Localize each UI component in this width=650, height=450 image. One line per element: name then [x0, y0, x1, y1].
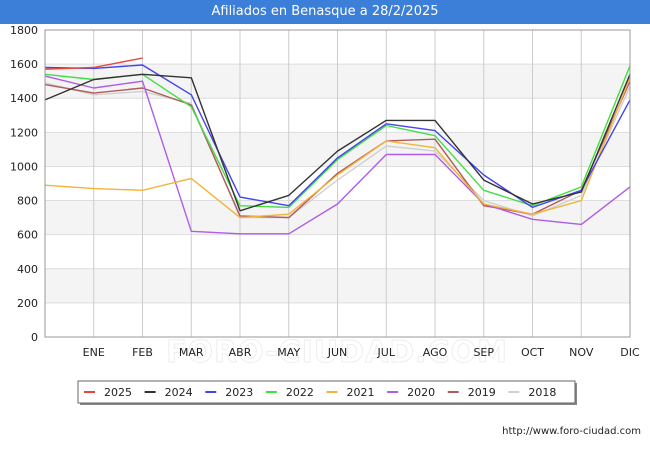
y-axis-ticks: 0 200 400 600 800 1000 1200 1400 1600 1800: [10, 24, 38, 344]
series-line-2023: [44, 64, 631, 209]
series-line-2024: [44, 73, 631, 212]
chart-title: Afiliados en Benasque a 28/2/2025: [0, 0, 650, 24]
x-tick-label: MAR: [179, 346, 204, 359]
legend-label-2024: 2024: [165, 386, 193, 399]
y-tick-label: 1200: [10, 126, 38, 139]
x-tick-label: JUN: [327, 346, 348, 359]
legend-label-2019: 2019: [468, 386, 496, 399]
x-tick-label: NOV: [569, 346, 594, 359]
series-line-2018: [44, 82, 631, 219]
series-lines: [44, 57, 631, 235]
x-tick-label: AGO: [423, 346, 448, 359]
legend-label-2022: 2022: [286, 386, 314, 399]
legend-label-2025: 2025: [104, 386, 132, 399]
legend-label-2018: 2018: [528, 386, 556, 399]
x-axis-ticks: ENE FEB MAR ABR MAY JUN JUL AGO SEP OCT NOV DIC: [83, 346, 640, 359]
x-tick-label: ABR: [229, 346, 252, 359]
y-tick-label: 1400: [10, 92, 38, 105]
x-tick-label: OCT: [521, 346, 544, 359]
legend-label-2023: 2023: [225, 386, 253, 399]
legend-label-2021: 2021: [347, 386, 375, 399]
series-line-2020: [44, 75, 631, 235]
y-tick-label: 600: [17, 229, 38, 242]
source-credit: http://www.foro-ciudad.com: [502, 426, 641, 437]
x-tick-label: DIC: [620, 346, 640, 359]
plot-border: [44, 29, 631, 338]
legend-label-2020: 2020: [407, 386, 435, 399]
y-tick-label: 200: [17, 297, 38, 310]
y-tick-label: 1600: [10, 58, 38, 71]
series-line-2025: [44, 57, 143, 70]
x-tick-label: FEB: [132, 346, 153, 359]
y-tick-label: 800: [17, 195, 38, 208]
x-tick-label: MAY: [277, 346, 300, 359]
watermark: FORO-CIUDAD.COM: [166, 335, 508, 370]
x-tick-label: SEP: [473, 346, 494, 359]
x-tick-label: JUL: [377, 346, 396, 359]
y-tick-label: 1800: [10, 24, 38, 37]
y-tick-label: 0: [31, 331, 38, 344]
y-tick-label: 400: [17, 263, 38, 276]
series-line-2021: [44, 77, 631, 219]
y-tick-label: 1000: [10, 160, 38, 173]
legend: 2025 2024 2023 2022 2021 2020 2019 2018: [77, 380, 577, 405]
x-tick-label: ENE: [83, 346, 105, 359]
